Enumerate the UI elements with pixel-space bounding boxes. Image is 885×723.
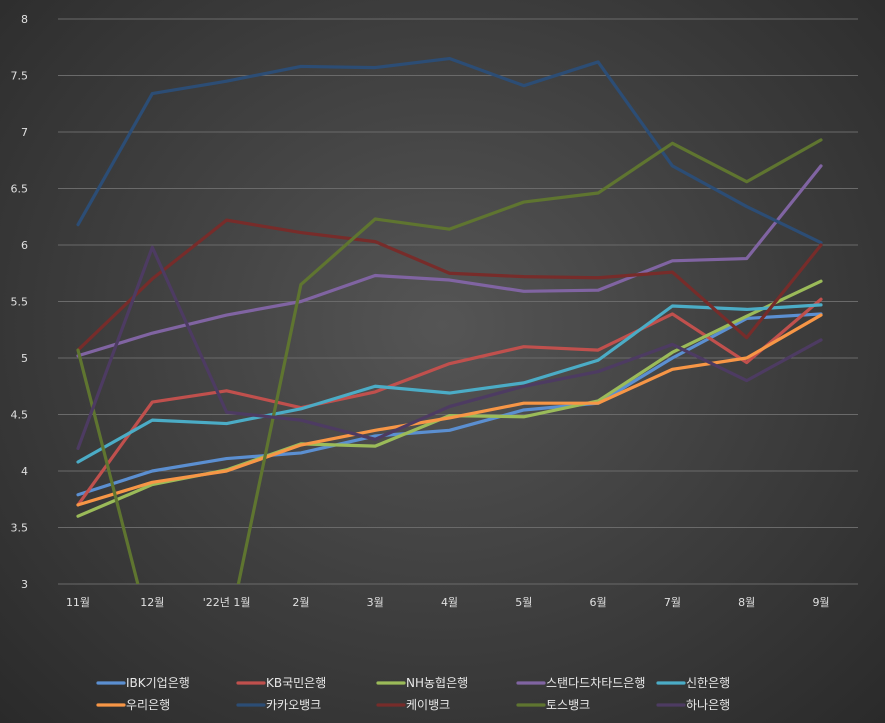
y-tick-label: 7.5 <box>11 70 29 83</box>
legend-item: 케이뱅크 <box>376 698 450 712</box>
legend-item: NH농협은행 <box>376 675 468 690</box>
x-axis-ticks: 11월 12월 '22년 1월 2월 3월 4월 5월 6월 7월 8월 9월 <box>66 596 830 609</box>
legend-label: IBK기업은행 <box>126 675 190 690</box>
legend-item: IBK기업은행 <box>96 675 190 690</box>
legend-item: 신한은행 <box>656 675 730 690</box>
x-tick-label: 9월 <box>812 596 829 609</box>
x-tick-label: 11월 <box>66 596 90 609</box>
series-line-2 <box>76 297 823 507</box>
x-tick-label: 6월 <box>590 596 607 609</box>
legend-label: 신한은행 <box>686 675 730 690</box>
y-axis-ticks: 3 3.5 4 4.5 5 5.5 6 6.5 7 7.5 8 <box>11 13 29 591</box>
series-line-1 <box>76 312 823 497</box>
legend-label: KB국민은행 <box>266 675 326 690</box>
legend-item: 스탠다드차타드은행 <box>516 675 645 690</box>
legend-label: 스탠다드차타드은행 <box>546 675 645 690</box>
series-line-4 <box>76 164 823 358</box>
y-tick-label: 7 <box>21 126 28 139</box>
x-tick-label: 5월 <box>515 596 532 609</box>
x-tick-label: 3월 <box>367 596 384 609</box>
x-tick-label: 2월 <box>292 596 309 609</box>
series-line-9 <box>76 138 823 584</box>
y-tick-label: 8 <box>21 13 28 26</box>
legend-label: 토스뱅크 <box>546 698 590 712</box>
x-tick-label: 8월 <box>738 596 755 609</box>
y-tick-label: 3.5 <box>11 522 29 535</box>
legend-item: KB국민은행 <box>236 675 326 690</box>
legend-label: 케이뱅크 <box>406 698 450 712</box>
legend-item: 토스뱅크 <box>516 698 590 712</box>
legend-item: 하나은행 <box>656 697 730 712</box>
y-tick-label: 6.5 <box>11 183 29 196</box>
y-tick-label: 6 <box>21 239 28 252</box>
y-tick-label: 3 <box>21 578 28 591</box>
legend-label: NH농협은행 <box>406 675 468 690</box>
y-tick-label: 4 <box>21 465 28 478</box>
series-lines <box>76 56 823 584</box>
y-tick-label: 5 <box>21 352 28 365</box>
series-line-10 <box>76 245 823 450</box>
legend-item: 카카오뱅크 <box>236 698 321 712</box>
legend-label: 하나은행 <box>686 697 730 712</box>
legend-label: 우리은행 <box>126 697 170 712</box>
series-line-5 <box>76 303 823 464</box>
y-tick-label: 4.5 <box>11 409 29 422</box>
legend-item: 우리은행 <box>96 697 170 712</box>
x-tick-label: '22년 1월 <box>203 596 251 609</box>
series-line-6 <box>76 313 823 507</box>
series-line-3 <box>76 279 823 518</box>
series-line-7 <box>76 56 823 245</box>
x-tick-label: 4월 <box>441 596 458 609</box>
gridlines <box>58 18 858 585</box>
series-line-8 <box>76 218 823 352</box>
x-tick-label: 12월 <box>140 596 164 609</box>
y-tick-label: 5.5 <box>11 296 29 309</box>
x-tick-label: 7월 <box>664 596 681 609</box>
legend-label: 카카오뱅크 <box>266 698 321 712</box>
